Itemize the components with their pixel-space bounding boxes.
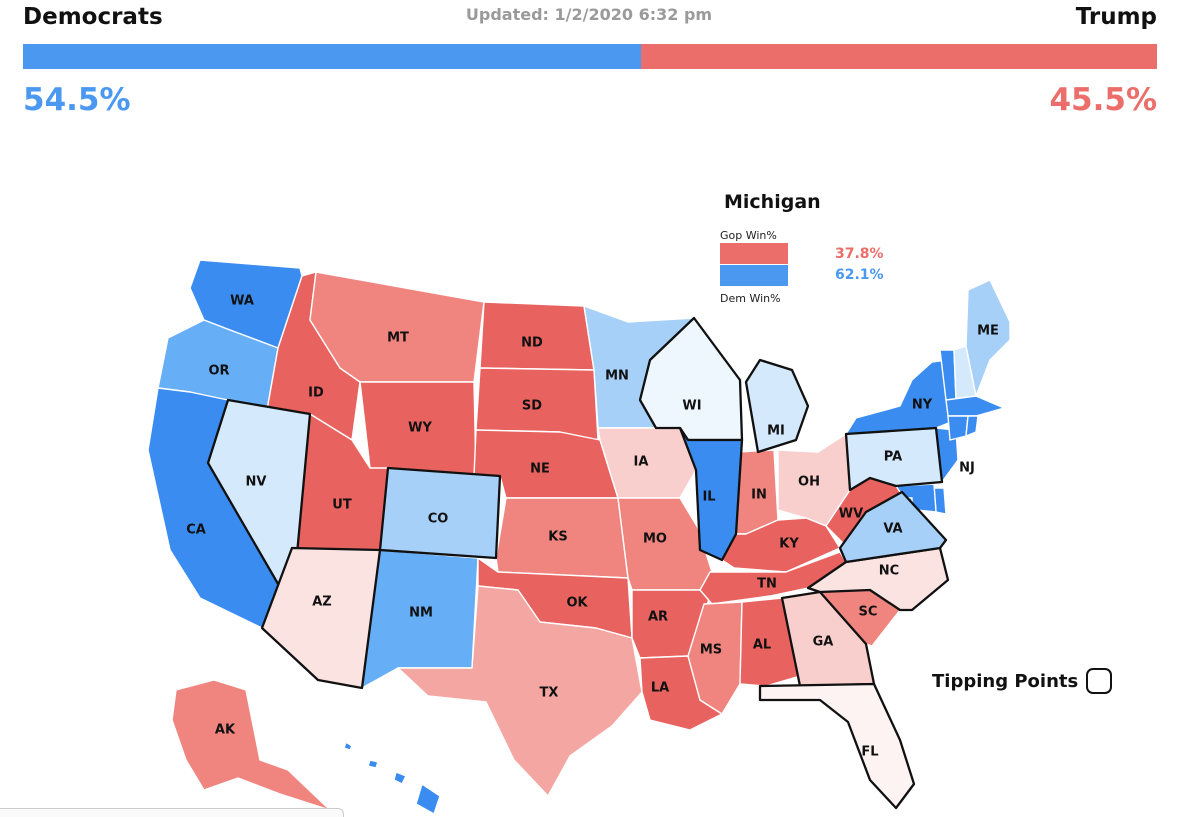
state-label-tn: TN xyxy=(757,577,777,592)
state-label-me: ME xyxy=(977,324,999,339)
state-label-mi: MI xyxy=(767,424,785,439)
state-label-ks: KS xyxy=(548,530,567,545)
tipping-points-checkbox[interactable] xyxy=(1086,668,1113,694)
dem-win-percent: 54.5% xyxy=(23,82,131,118)
state-label-nc: NC xyxy=(879,564,899,579)
state-ny[interactable] xyxy=(845,359,957,435)
state-label-ia: IA xyxy=(634,455,649,470)
state-label-mn: MN xyxy=(605,369,629,384)
state-ma[interactable] xyxy=(945,395,1005,417)
rep-odds-segment xyxy=(641,44,1157,69)
state-label-or: OR xyxy=(208,364,229,379)
dem-odds-segment xyxy=(23,44,642,69)
state-az[interactable] xyxy=(260,546,382,690)
state-al[interactable] xyxy=(739,597,801,687)
state-ga[interactable] xyxy=(780,590,876,688)
democrats-label: Democrats xyxy=(23,4,163,30)
tipping-points-label: Tipping Points xyxy=(932,670,1079,692)
state-tx[interactable] xyxy=(397,585,643,797)
state-label-ak: AK xyxy=(215,723,236,738)
state-label-nj: NJ xyxy=(959,461,975,476)
state-pa[interactable] xyxy=(844,426,944,492)
state-label-ms: MS xyxy=(700,643,722,658)
state-label-wv: WV xyxy=(839,507,863,522)
state-label-ny: NY xyxy=(912,398,933,413)
state-label-ca: CA xyxy=(186,523,206,538)
gop-win-value: 37.8% xyxy=(835,246,884,262)
state-label-va: VA xyxy=(883,522,902,537)
state-label-il: IL xyxy=(702,490,715,505)
state-il[interactable] xyxy=(678,426,744,562)
rep-win-percent: 45.5% xyxy=(1049,82,1157,118)
state-ky[interactable] xyxy=(721,517,841,573)
state-label-mt: MT xyxy=(387,331,409,346)
window-corner xyxy=(0,808,344,817)
state-fl[interactable] xyxy=(758,682,916,810)
state-label-ga: GA xyxy=(813,635,834,650)
state-label-pa: PA xyxy=(884,450,902,465)
state-label-ut: UT xyxy=(332,498,352,513)
tipping-points-toggle[interactable]: Tipping Points xyxy=(932,668,1113,694)
state-label-tx: TX xyxy=(540,686,559,701)
state-label-co: CO xyxy=(428,512,449,527)
dem-win-bar xyxy=(720,265,789,286)
state-label-nd: ND xyxy=(521,336,543,351)
state-nc[interactable] xyxy=(806,546,950,612)
selected-state-title: Michigan xyxy=(724,191,821,213)
state-label-la: LA xyxy=(651,681,669,696)
state-label-wy: WY xyxy=(408,421,432,436)
state-label-nm: NM xyxy=(409,606,433,621)
state-label-sd: SD xyxy=(522,399,542,414)
state-label-oh: OH xyxy=(798,475,820,490)
national-odds-bar xyxy=(23,44,1157,69)
dem-win-label: Dem Win% xyxy=(720,292,781,305)
state-co[interactable] xyxy=(378,466,502,560)
state-label-in: IN xyxy=(751,488,767,503)
gop-win-label: Gop Win% xyxy=(720,229,777,242)
dem-win-value: 62.1% xyxy=(835,267,884,283)
state-ak[interactable] xyxy=(171,679,331,811)
trump-label: Trump xyxy=(1075,4,1157,30)
state-label-az: AZ xyxy=(312,595,332,610)
state-label-ne: NE xyxy=(530,462,550,477)
state-label-ar: AR xyxy=(648,610,668,625)
state-ri[interactable] xyxy=(965,415,979,437)
state-va[interactable] xyxy=(838,490,948,564)
state-label-wi: WI xyxy=(682,399,701,414)
state-label-sc: SC xyxy=(859,605,878,620)
state-label-ky: KY xyxy=(779,537,799,552)
state-label-wa: WA xyxy=(230,294,254,309)
state-label-al: AL xyxy=(753,638,771,653)
state-label-fl: FL xyxy=(861,745,878,760)
updated-timestamp: Updated: 1/2/2020 6:32 pm xyxy=(465,5,713,24)
state-label-nv: NV xyxy=(246,475,267,490)
state-label-id: ID xyxy=(308,386,324,401)
state-me[interactable] xyxy=(965,279,1011,397)
state-label-mo: MO xyxy=(643,532,667,547)
state-mi[interactable] xyxy=(744,358,810,454)
state-hi[interactable] xyxy=(343,741,441,815)
state-label-ok: OK xyxy=(566,596,588,611)
gop-win-bar xyxy=(720,243,789,264)
state-ct[interactable] xyxy=(947,415,969,441)
